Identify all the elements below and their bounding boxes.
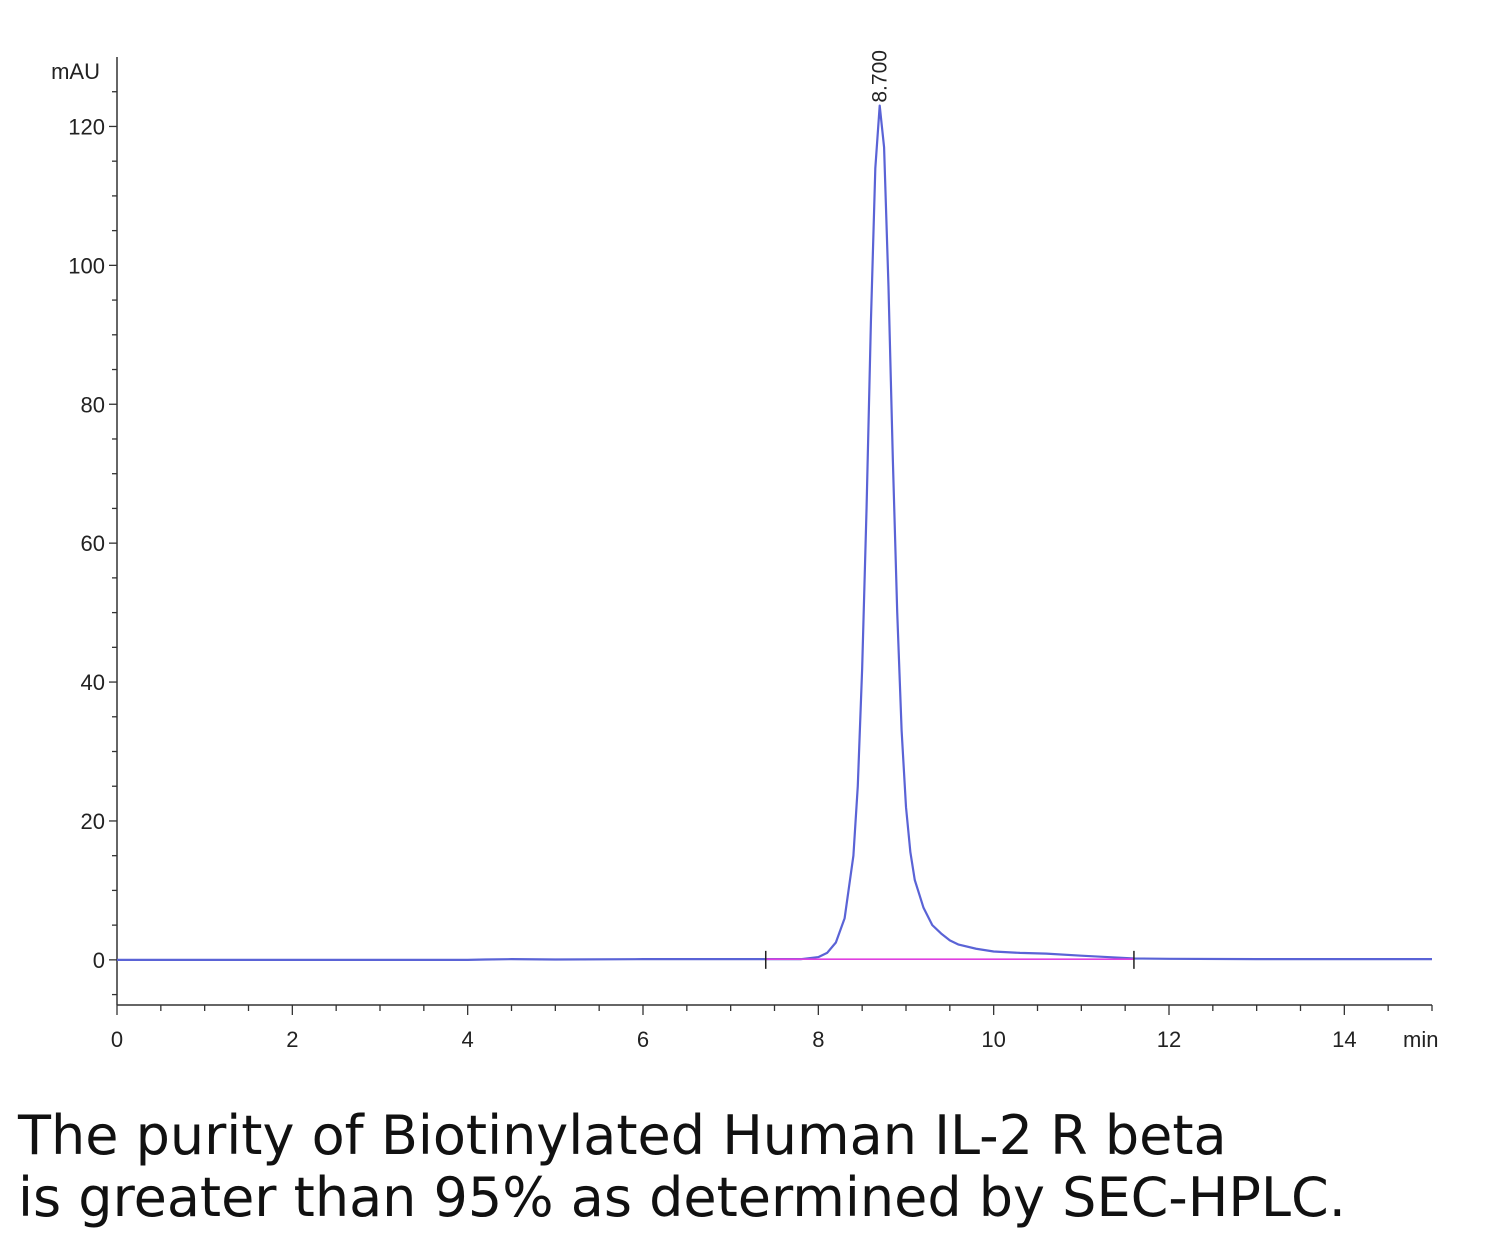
y-tick-label: 60 <box>81 531 105 556</box>
y-tick-label: 40 <box>81 670 105 695</box>
y-tick-label: 120 <box>68 114 105 139</box>
x-tick-label: 2 <box>286 1027 298 1052</box>
x-tick-label: 0 <box>111 1027 123 1052</box>
y-tick-label: 20 <box>81 809 105 834</box>
x-axis-unit: min <box>1403 1027 1438 1052</box>
chromatogram-trace <box>117 104 1432 961</box>
caption-line-1: The purity of Biotinylated Human IL-2 R … <box>18 1104 1227 1167</box>
x-tick-label: 6 <box>637 1027 649 1052</box>
peak-retention-label: 8.700 <box>869 50 892 103</box>
y-tick-label: 80 <box>81 392 105 417</box>
chart-caption: The purity of Biotinylated Human IL-2 R … <box>18 1105 1488 1229</box>
x-tick-label: 10 <box>981 1027 1005 1052</box>
y-tick-label: 0 <box>93 948 105 973</box>
x-tick-label: 8 <box>812 1027 824 1052</box>
plot-layer: 0 20 40 60 80 100 120 0 2 4 6 8 10 12 14 8.700 <box>68 50 1433 1052</box>
y-axis-unit: mAU <box>51 59 100 84</box>
y-tick-label: 100 <box>68 253 105 278</box>
chromatogram-chart: 0 20 40 60 80 100 120 0 2 4 6 8 10 12 14 8.700 mAU min <box>51 50 1438 1052</box>
x-tick-label: 12 <box>1157 1027 1181 1052</box>
caption-line-2: is greater than 95% as determined by SEC… <box>18 1166 1346 1229</box>
x-tick-label: 14 <box>1332 1027 1356 1052</box>
x-tick-label: 4 <box>462 1027 474 1052</box>
